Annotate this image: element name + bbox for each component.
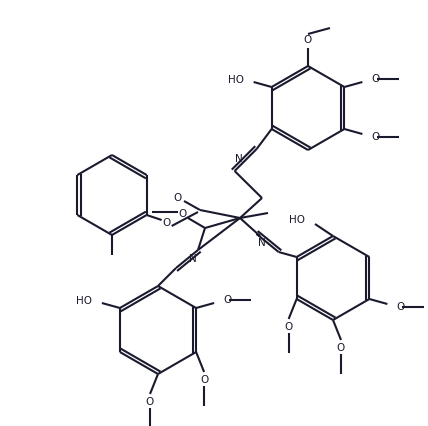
Text: O: O	[396, 302, 404, 312]
Text: N: N	[258, 238, 266, 248]
Text: O: O	[304, 35, 312, 45]
Text: O: O	[285, 322, 293, 332]
Text: O: O	[200, 375, 208, 385]
Text: O: O	[372, 132, 380, 142]
Text: HO: HO	[228, 75, 244, 85]
Text: O: O	[372, 74, 380, 84]
Text: N: N	[189, 254, 197, 264]
Text: O: O	[223, 295, 232, 305]
Text: O: O	[174, 193, 182, 203]
Text: O: O	[146, 397, 154, 407]
Text: O: O	[163, 218, 171, 228]
Text: N: N	[235, 154, 243, 164]
Text: HO: HO	[76, 296, 92, 306]
Text: HO: HO	[289, 215, 305, 225]
Text: O: O	[337, 343, 345, 353]
Text: O: O	[179, 209, 187, 219]
